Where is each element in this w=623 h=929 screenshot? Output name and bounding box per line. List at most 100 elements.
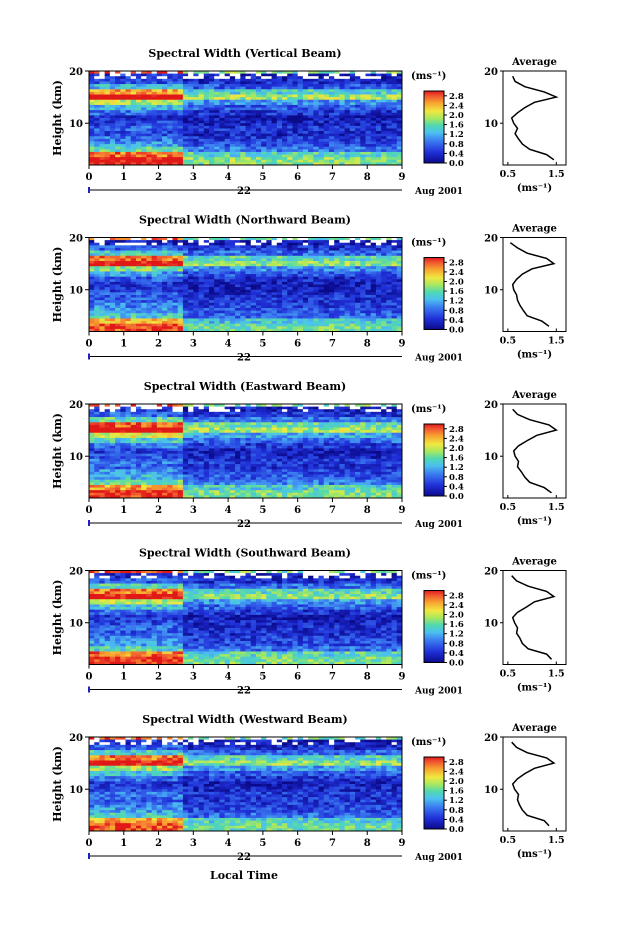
heatmap-cell bbox=[302, 133, 309, 137]
heatmap-cell bbox=[386, 284, 392, 288]
heatmap-cell bbox=[156, 159, 163, 163]
heatmap-cell bbox=[261, 81, 267, 85]
heatmap-cell bbox=[162, 250, 168, 254]
heatmap-cell bbox=[235, 78, 241, 82]
heatmap-cell bbox=[188, 149, 194, 153]
heatmap-cell bbox=[323, 328, 330, 332]
heatmap-cell bbox=[396, 313, 403, 317]
heatmap-cell bbox=[151, 414, 158, 418]
heatmap-cell bbox=[208, 73, 215, 77]
heatmap-cell bbox=[339, 76, 346, 80]
heatmap-cell bbox=[135, 308, 142, 312]
heatmap-cell bbox=[292, 318, 299, 322]
heatmap-cell bbox=[391, 266, 398, 270]
heatmap-cell bbox=[297, 414, 304, 418]
heatmap-cell bbox=[391, 78, 398, 82]
heatmap-cell bbox=[167, 294, 173, 298]
heatmap-cell bbox=[156, 120, 163, 124]
heatmap-cell bbox=[396, 115, 403, 119]
heatmap-cell bbox=[141, 409, 147, 413]
heatmap-cell bbox=[235, 321, 241, 325]
heatmap-cell bbox=[271, 261, 278, 265]
heatmap-cell bbox=[104, 84, 111, 88]
heatmap-cell bbox=[203, 73, 210, 77]
heatmap-cell bbox=[235, 247, 241, 251]
heatmap-cell bbox=[235, 136, 241, 140]
heatmap-cell bbox=[135, 89, 142, 93]
heatmap-cell bbox=[250, 240, 257, 244]
heatmap-cell bbox=[94, 326, 100, 330]
heatmap-cell bbox=[355, 112, 361, 116]
heatmap-cell bbox=[344, 107, 351, 111]
heatmap-cell bbox=[250, 318, 257, 322]
heatmap-cell bbox=[172, 287, 179, 291]
heatmap-cell bbox=[130, 294, 137, 298]
heatmap-cell bbox=[365, 247, 372, 251]
heatmap-cell bbox=[349, 81, 356, 85]
heatmap-cell bbox=[99, 328, 106, 332]
heatmap-cell bbox=[208, 263, 215, 267]
heatmap-cell bbox=[292, 125, 299, 129]
heatmap-cell bbox=[240, 253, 246, 257]
heatmap-cell bbox=[151, 84, 158, 88]
heatmap-cell bbox=[167, 81, 173, 85]
heatmap-cell bbox=[167, 279, 173, 283]
heatmap-cell bbox=[115, 162, 121, 166]
heatmap-cell bbox=[282, 294, 288, 298]
heatmap-cell bbox=[339, 115, 346, 119]
heatmap-cell bbox=[141, 289, 147, 293]
heatmap-cell bbox=[313, 123, 319, 127]
heatmap-cell bbox=[276, 250, 283, 254]
heatmap-cell bbox=[193, 146, 199, 150]
heatmap-cell bbox=[224, 255, 231, 259]
heatmap-cell bbox=[323, 107, 330, 111]
heatmap-cell bbox=[370, 424, 377, 428]
heatmap-cell bbox=[276, 242, 283, 246]
heatmap-cell bbox=[282, 247, 288, 251]
heatmap-cell bbox=[167, 78, 173, 82]
heatmap-cell bbox=[276, 292, 283, 296]
heatmap-cell bbox=[177, 315, 184, 319]
heatmap-cell bbox=[167, 258, 173, 262]
heatmap-cell bbox=[224, 91, 231, 95]
heatmap-cell bbox=[328, 297, 335, 301]
heatmap-cell bbox=[292, 97, 299, 101]
heatmap-cell bbox=[130, 323, 137, 327]
heatmap-cell bbox=[203, 144, 210, 148]
heatmap-cell bbox=[156, 162, 163, 166]
heatmap-cell bbox=[141, 123, 147, 127]
heatmap-cell bbox=[203, 250, 210, 254]
heatmap-cell bbox=[235, 292, 241, 296]
heatmap-cell bbox=[381, 149, 387, 153]
heatmap-cell bbox=[318, 279, 325, 283]
heatmap-cell bbox=[104, 123, 111, 127]
heatmap-cell bbox=[94, 115, 100, 119]
heatmap-cell bbox=[109, 266, 116, 270]
heatmap-cell bbox=[245, 110, 252, 114]
heatmap-cell bbox=[162, 120, 168, 124]
heatmap-cell bbox=[235, 302, 241, 306]
heatmap-cell bbox=[135, 86, 142, 90]
heatmap-cell bbox=[177, 123, 184, 127]
heatmap-cell bbox=[266, 289, 272, 293]
heatmap-cell bbox=[355, 76, 361, 80]
heatmap-cell bbox=[141, 292, 147, 296]
heatmap-cell bbox=[339, 417, 346, 421]
heatmap-cell bbox=[156, 118, 163, 122]
heatmap-cell bbox=[302, 245, 309, 249]
heatmap-cell bbox=[224, 112, 231, 116]
heatmap-cell bbox=[109, 120, 116, 124]
heatmap-cell bbox=[162, 84, 168, 88]
heatmap-cell bbox=[141, 297, 147, 301]
heatmap-cell bbox=[172, 409, 179, 413]
heatmap-cell bbox=[255, 422, 262, 426]
heatmap-cell bbox=[287, 141, 293, 145]
heatmap-cell bbox=[104, 427, 111, 431]
heatmap-cell bbox=[334, 414, 340, 418]
heatmap-cell bbox=[250, 261, 257, 265]
heatmap-cell bbox=[214, 146, 220, 150]
heatmap-cell bbox=[104, 297, 111, 301]
heatmap-cell bbox=[323, 294, 330, 298]
heatmap-cell bbox=[360, 302, 366, 306]
profile-title: Average bbox=[511, 57, 557, 68]
